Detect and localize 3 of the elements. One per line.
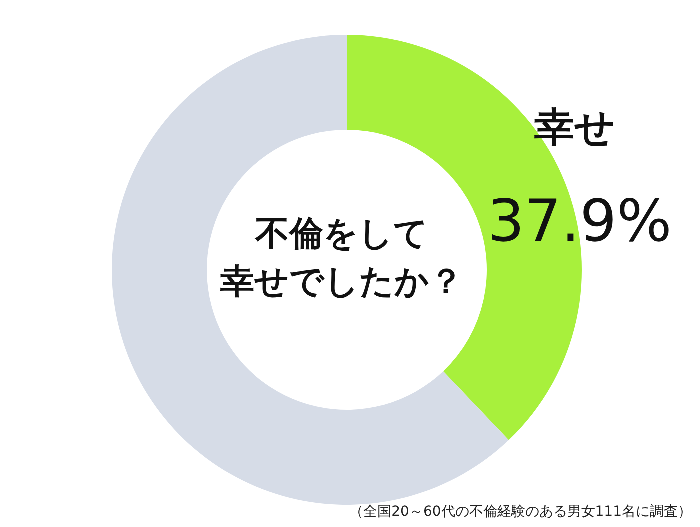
text: 不倫をして幸せでしたか？ (220, 214, 464, 302)
slice-label: 幸せ (533, 104, 616, 151)
text: （全国20～60代の不倫経験のある男女111名に調査） (350, 504, 692, 520)
